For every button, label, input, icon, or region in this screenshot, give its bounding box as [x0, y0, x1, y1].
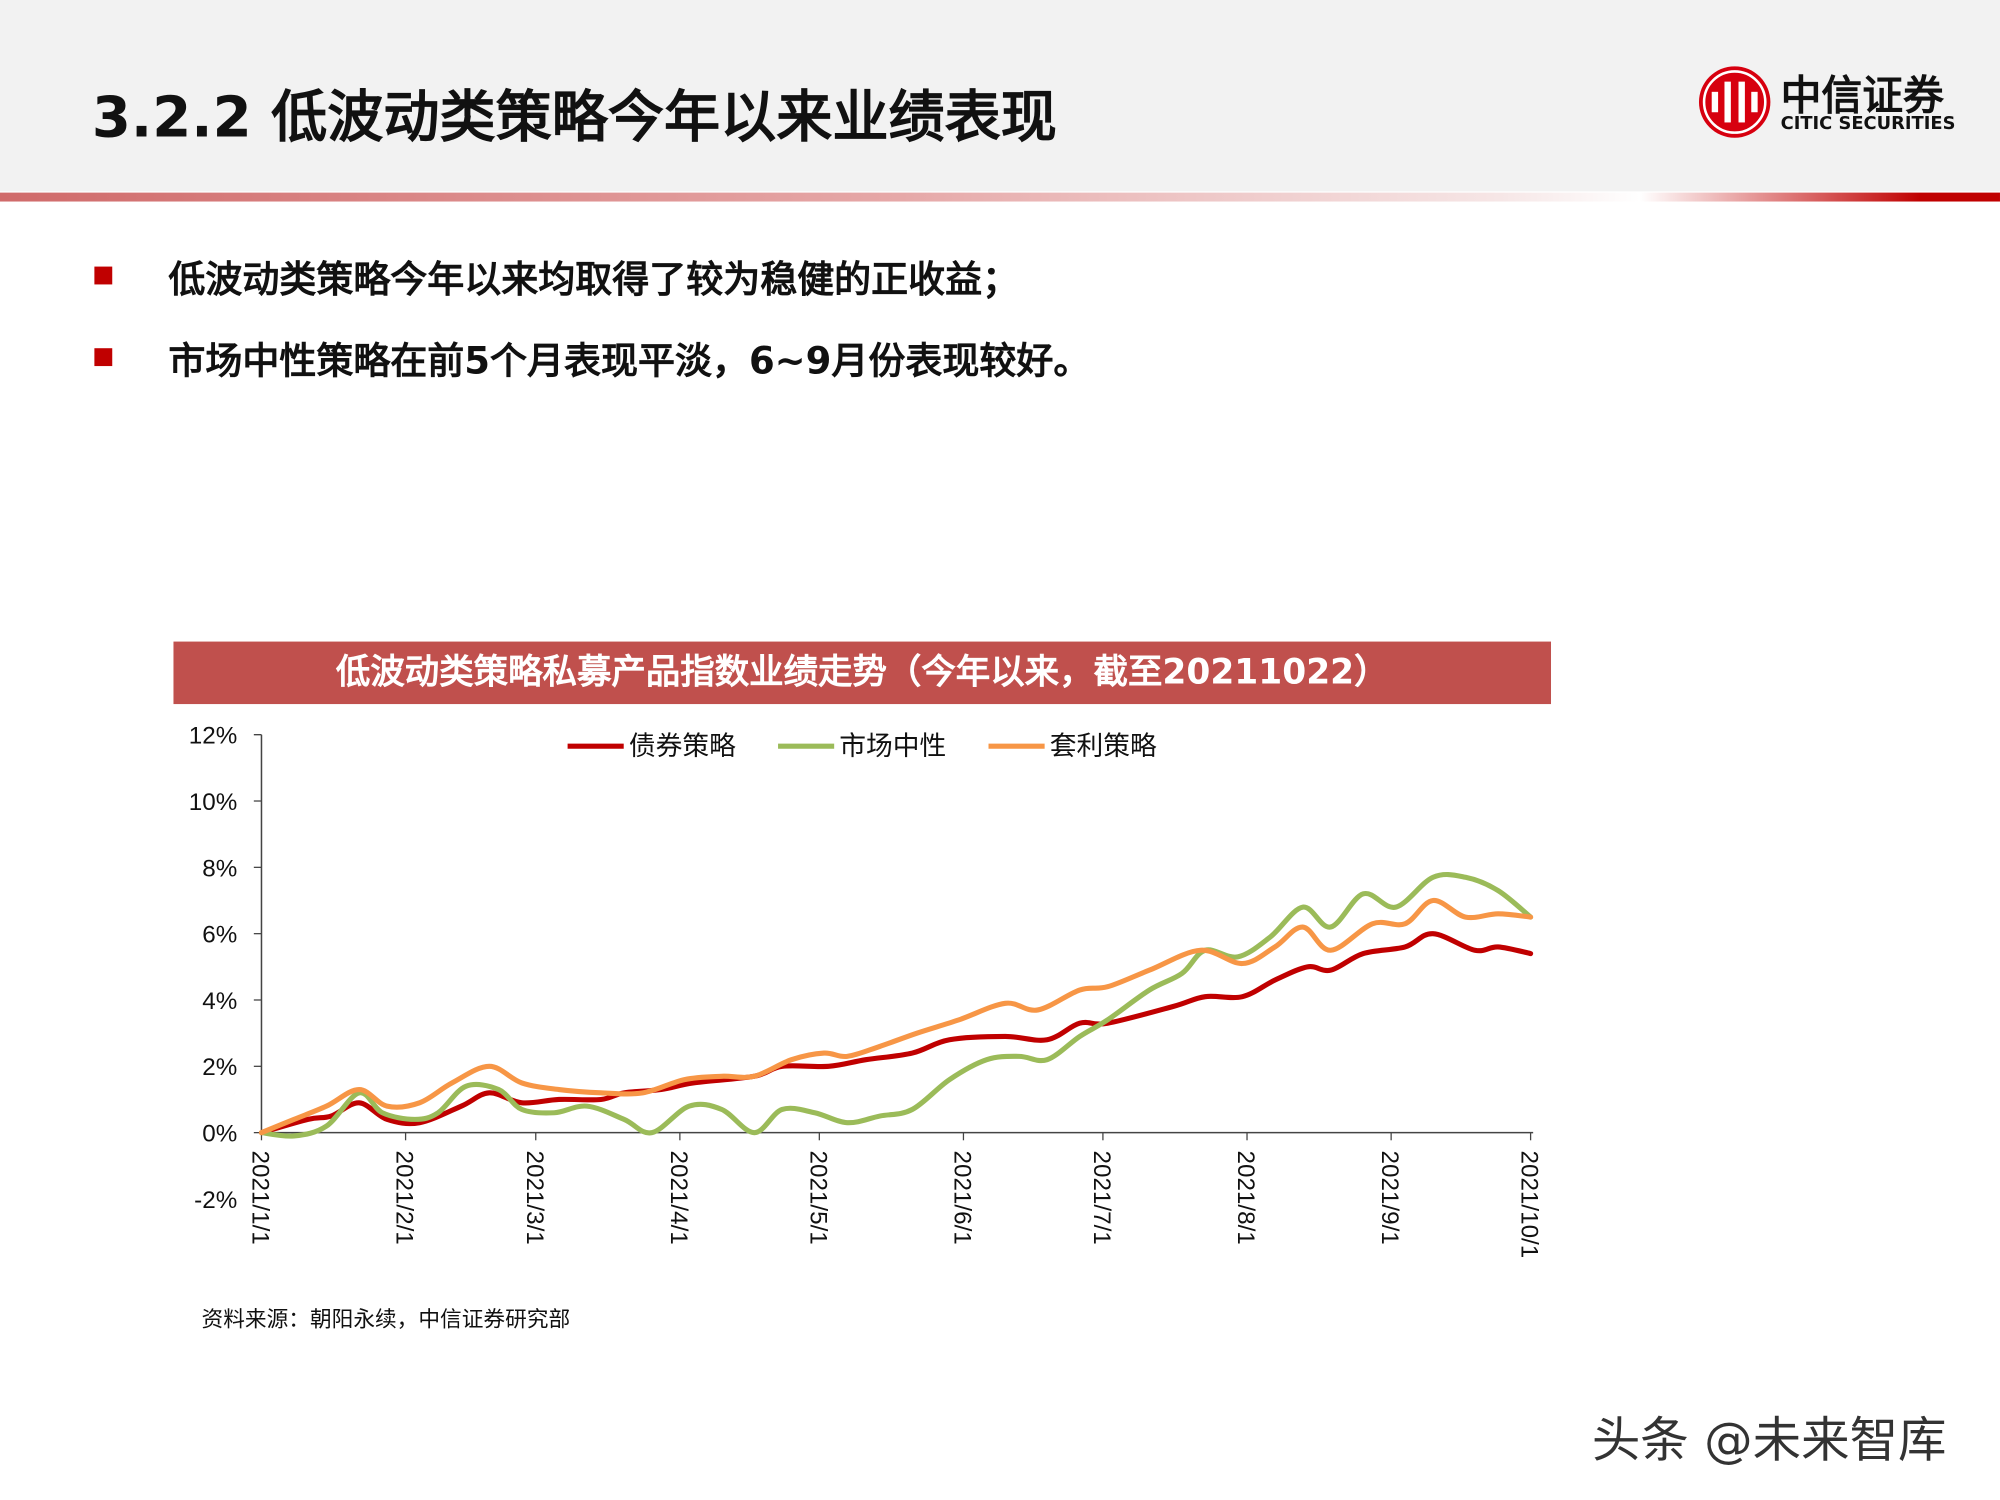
x-tick-label: 2021/7/1 — [1088, 1151, 1115, 1245]
legend-label: 套利策略 — [1050, 731, 1157, 762]
chart-title: 低波动类策略私募产品指数业绩走势（今年以来，截至20211022） — [173, 641, 1552, 705]
y-tick-label: 6% — [202, 922, 237, 949]
bullet-item: 低波动类策略今年以来均取得了较为稳健的正收益； — [94, 250, 1880, 301]
page-title: 3.2.2 低波动类策略今年以来业绩表现 — [91, 85, 1057, 151]
series-line-3 — [258, 897, 1534, 1136]
x-tick-label: 2021/5/1 — [804, 1151, 831, 1245]
y-tick-label: 2% — [202, 1054, 237, 1081]
y-tick-label: 8% — [202, 855, 237, 882]
x-tick-label: 2021/4/1 — [665, 1151, 692, 1245]
y-tick-label: 0% — [202, 1121, 237, 1148]
series-line-1 — [258, 931, 1534, 1136]
x-tick-label: 2021/10/1 — [1516, 1151, 1543, 1259]
legend-label: 市场中性 — [839, 731, 946, 762]
x-tick-label: 2021/8/1 — [1232, 1151, 1259, 1245]
y-tick-label: -2% — [194, 1187, 237, 1214]
y-tick-label: 4% — [202, 988, 237, 1015]
x-tick-label: 2021/3/1 — [521, 1151, 548, 1245]
citic-logo: 中信证券 CITIC SECURITIES — [1696, 64, 1964, 141]
header-divider — [0, 192, 2000, 202]
y-tick-label: 12% — [189, 723, 237, 750]
x-tick-label: 2021/2/1 — [391, 1151, 418, 1245]
x-tick-label: 2021/1/1 — [247, 1151, 274, 1245]
bullet-item: 市场中性策略在前5个月表现平淡，6~9月份表现较好。 — [94, 332, 1880, 383]
bullet-text: 低波动类策略今年以来均取得了较为稳健的正收益； — [168, 257, 1020, 302]
logo-name-cn: 中信证券 — [1780, 71, 1944, 120]
logo-name-en: CITIC SECURITIES — [1780, 113, 1956, 134]
x-tick-label: 2021/6/1 — [949, 1151, 976, 1245]
legend-label: 债券策略 — [629, 731, 736, 762]
watermark: 头条 @未来智库 — [1591, 1411, 1947, 1469]
x-tick-label: 2021/9/1 — [1376, 1151, 1403, 1245]
y-tick-label: 10% — [189, 789, 237, 816]
citic-emblem-icon — [1698, 66, 1771, 138]
bullet-square-icon — [94, 266, 113, 285]
line-chart: -2% 0% 2% 4% 6% 8% 10% 12% 2021/1/1 2021/2/1 2021/… — [189, 723, 1543, 1259]
bullet-text: 市场中性策略在前5个月表现平淡，6~9月份表现较好。 — [168, 339, 1091, 383]
source-note: 资料来源：朝阳永续，中信证券研究部 — [201, 1307, 571, 1333]
bullet-square-icon — [94, 348, 113, 367]
series-line-2 — [258, 871, 1534, 1139]
header-band — [0, 0, 2000, 192]
